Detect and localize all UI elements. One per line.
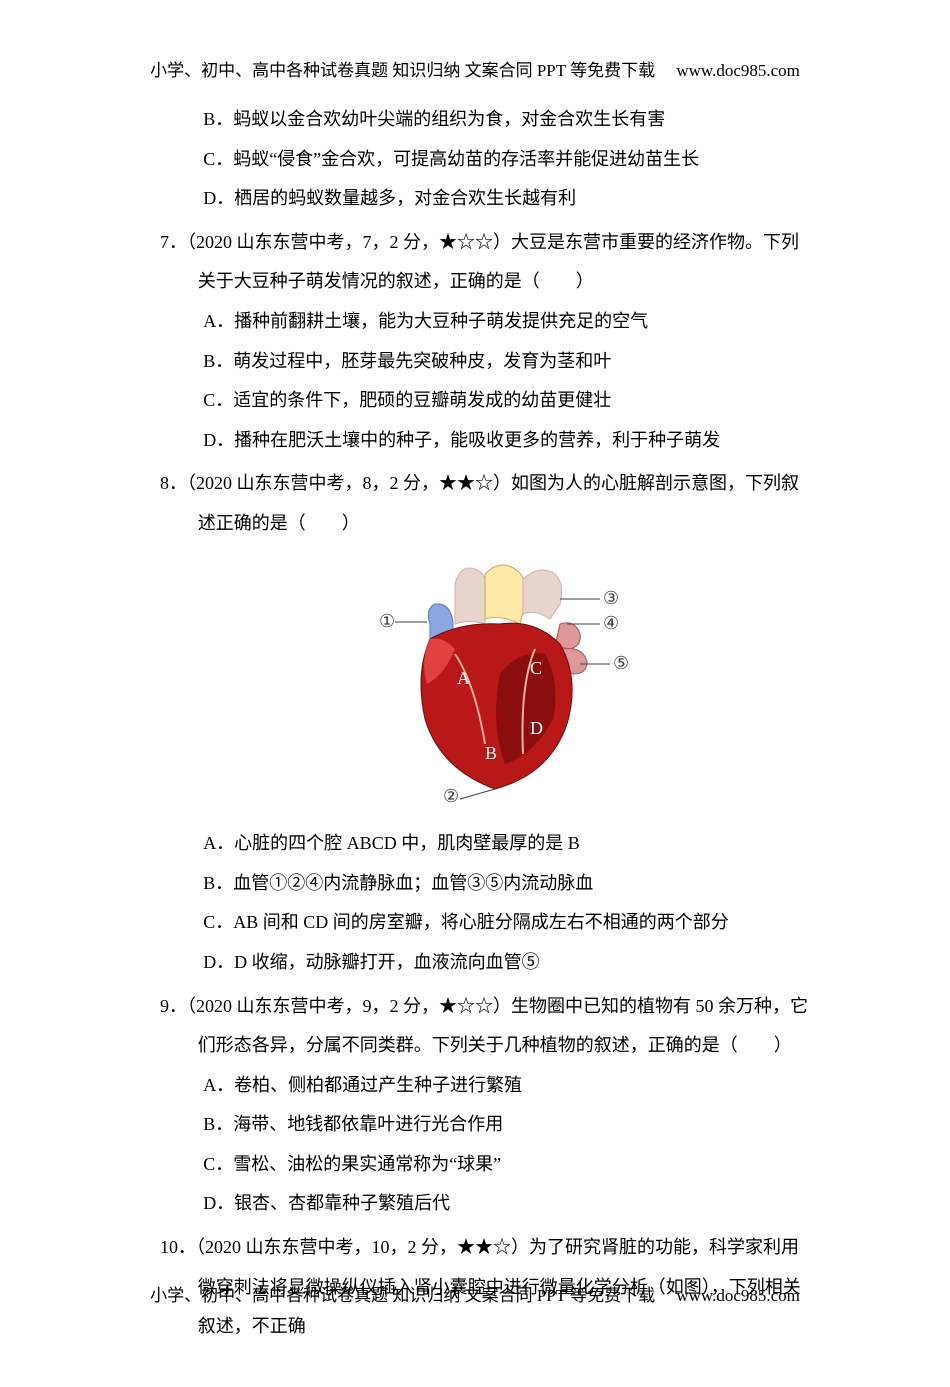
q6-choice-c: C．蚂蚁“侵食”金合欢，可提高幼苗的存活率并能促进幼苗生长 [203,140,810,180]
heart-label-C: C [530,658,542,678]
q9-choice-d: D．银杏、杏都靠种子繁殖后代 [203,1184,810,1224]
heart-svg: A B C D ① ② ③ ④ ⑤ [335,554,635,804]
q7-choice-b: B．萌发过程中，胚芽最先突破种皮，发育为茎和叶 [203,342,810,382]
heart-label-1: ① [379,611,395,631]
heart-label-A: A [457,668,470,688]
heart-label-2: ② [443,786,459,804]
page-header: 小学、初中、高中各种试卷真题 知识归纳 文案合同 PPT 等免费下载 www.d… [0,56,950,81]
heart-label-3: ③ [603,588,619,608]
q8-stem: 8．（2020 山东东营中考，8，2 分，★★☆）如图为人的心脏解剖示意图，下列… [160,464,810,543]
header-text: 小学、初中、高中各种试卷真题 知识归纳 文案合同 PPT 等免费下载 [150,61,655,80]
question-7: 7．（2020 山东东营中考，7，2 分，★☆☆）大豆是东营市重要的经济作物。下… [160,223,810,461]
heart-figure: A B C D ① ② ③ ④ ⑤ [160,554,810,819]
q7-stem: 7．（2020 山东东营中考，7，2 分，★☆☆）大豆是东营市重要的经济作物。下… [160,223,810,302]
page-footer: 小学、初中、高中各种试卷真题 知识归纳 文案合同 PPT 等免费下载 www.d… [0,1281,950,1306]
heart-label-5: ⑤ [613,653,629,673]
question-9: 9．（2020 山东东营中考，9，2 分，★☆☆）生物圈中已知的植物有 50 余… [160,987,810,1225]
q9-choice-a: A．卷柏、侧柏都通过产生种子进行繁殖 [203,1066,810,1106]
q8-choice-a: A．心脏的四个腔 ABCD 中，肌肉壁最厚的是 B [203,824,810,864]
q6-choice-b: B．蚂蚁以金合欢幼叶尖端的组织为食，对金合欢生长有害 [203,100,810,140]
question-8: 8．（2020 山东东营中考，8，2 分，★★☆）如图为人的心脏解剖示意图，下列… [160,464,810,982]
footer-url[interactable]: www.doc985.com [676,1286,800,1305]
footer-text: 小学、初中、高中各种试卷真题 知识归纳 文案合同 PPT 等免费下载 [150,1286,655,1305]
q9-choices: A．卷柏、侧柏都通过产生种子进行繁殖 B．海带、地钱都依靠叶进行光合作用 C．雪… [160,1066,810,1224]
q8-choice-d: D．D 收缩，动脉瓣打开，血液流向血管⑤ [203,943,810,983]
q9-stem: 9．（2020 山东东营中考，9，2 分，★☆☆）生物圈中已知的植物有 50 余… [160,987,810,1066]
q6-choices-continued: B．蚂蚁以金合欢幼叶尖端的组织为食，对金合欢生长有害 C．蚂蚁“侵食”金合欢，可… [160,100,810,219]
heart-label-4: ④ [603,613,619,633]
q8-choice-c: C．AB 间和 CD 间的房室瓣，将心脏分隔成左右不相通的两个部分 [203,903,810,943]
header-url[interactable]: www.doc985.com [676,61,800,80]
q7-choice-a: A．播种前翻耕土壤，能为大豆种子萌发提供充足的空气 [203,302,810,342]
page-body: B．蚂蚁以金合欢幼叶尖端的组织为食，对金合欢生长有害 C．蚂蚁“侵食”金合欢，可… [0,0,950,1387]
q6-choice-d: D．栖居的蚂蚁数量越多，对金合欢生长越有利 [203,179,810,219]
q7-choice-d: D．播种在肥沃土壤中的种子，能吸收更多的营养，利于种子萌发 [203,421,810,461]
q7-choice-c: C．适宜的条件下，肥硕的豆瓣萌发成的幼苗更健壮 [203,381,810,421]
q8-choices: A．心脏的四个腔 ABCD 中，肌肉壁最厚的是 B B．血管①②④内流静脉血；血… [160,824,810,982]
q7-choices: A．播种前翻耕土壤，能为大豆种子萌发提供充足的空气 B．萌发过程中，胚芽最先突破… [160,302,810,460]
q9-choice-b: B．海带、地钱都依靠叶进行光合作用 [203,1105,810,1145]
heart-label-B: B [485,743,497,763]
q9-choice-c: C．雪松、油松的果实通常称为“球果” [203,1145,810,1185]
heart-label-D: D [530,718,543,738]
q8-choice-b: B．血管①②④内流静脉血；血管③⑤内流动脉血 [203,864,810,904]
